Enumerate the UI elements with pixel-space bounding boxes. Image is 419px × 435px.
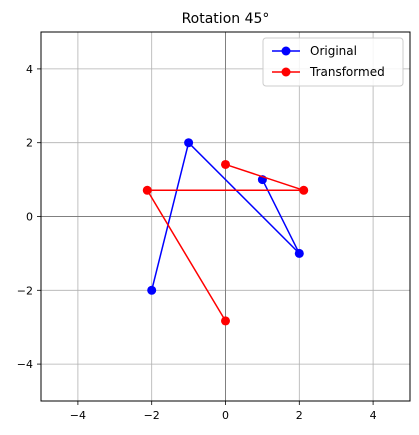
- y-tick-label: −2: [17, 284, 33, 297]
- x-tick-label: −4: [70, 409, 86, 422]
- plot-area-frame: [40, 31, 411, 402]
- legend-label-original: Original: [310, 44, 357, 58]
- series-line-original: [150, 141, 300, 291]
- x-tick-label: 2: [296, 409, 303, 422]
- y-tick-label: 2: [26, 137, 33, 150]
- y-tick-label: 0: [26, 211, 33, 224]
- data-point-transformed-3: [221, 316, 230, 326]
- data-point-original-1: [294, 248, 304, 258]
- chart-title: Rotation 45°: [182, 11, 270, 27]
- legend-marker-original: [281, 46, 291, 56]
- axes: −4 −2 0 2 4 −4 −2 0 2 4: [17, 32, 410, 422]
- y-tick-label: 4: [26, 63, 33, 76]
- legend: Original Transformed: [262, 37, 404, 87]
- x-tick-label: 0: [222, 409, 229, 422]
- y-tick-label: −4: [17, 358, 33, 371]
- data-point-original-2: [184, 138, 194, 148]
- data-point-transformed-2: [142, 185, 152, 195]
- series-line-transformed: [145, 163, 304, 322]
- legend-label-transformed: Transformed: [309, 65, 385, 79]
- data-point-original-3: [147, 285, 157, 295]
- legend-marker-transformed: [281, 67, 291, 77]
- data-point-transformed-0: [221, 159, 230, 169]
- series-layer: [142, 138, 309, 326]
- legend-box: [262, 37, 404, 87]
- x-tick-label: −2: [144, 409, 160, 422]
- data-point-transformed-1: [299, 185, 309, 195]
- x-tick-label: 4: [370, 409, 377, 422]
